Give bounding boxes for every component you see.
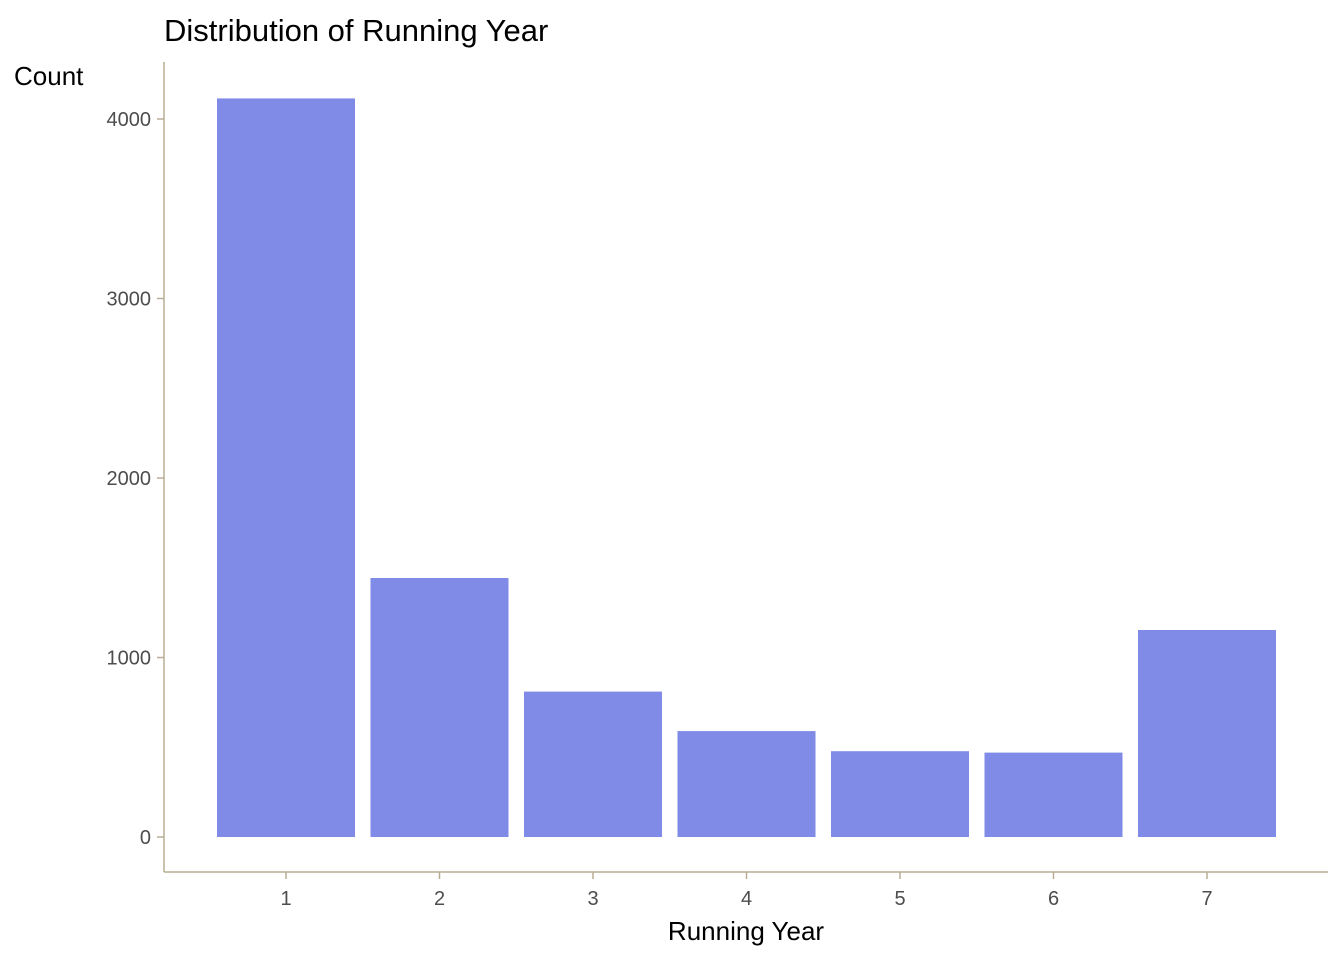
x-tick-label: 3 (587, 888, 598, 910)
bar-3 (524, 691, 662, 837)
y-axis-ticks: 0 1000 2000 3000 4000 (107, 109, 164, 849)
bars-group (217, 98, 1276, 837)
x-tick-label: 5 (894, 888, 905, 910)
y-axis-label: Count (14, 61, 84, 91)
bar-2 (370, 578, 509, 837)
y-tick-label: 2000 (107, 468, 152, 490)
x-tick-label: 6 (1048, 888, 1059, 910)
y-tick-label: 3000 (107, 289, 152, 311)
x-axis-ticks: 1 2 3 4 5 6 7 (280, 872, 1213, 910)
y-tick-label: 4000 (107, 109, 152, 131)
x-tick-label: 7 (1201, 888, 1212, 910)
bar-1 (217, 98, 355, 837)
bar-5 (831, 751, 969, 837)
chart-title: Distribution of Running Year (164, 13, 548, 48)
x-axis-label: Running Year (668, 916, 824, 946)
y-tick-label: 0 (140, 827, 151, 849)
bar-4 (677, 731, 816, 837)
bar-7 (1138, 630, 1276, 837)
x-tick-label: 2 (434, 888, 445, 910)
x-tick-label: 4 (741, 888, 752, 910)
x-tick-label: 1 (280, 888, 291, 910)
bar-6 (984, 752, 1123, 837)
y-tick-label: 1000 (107, 648, 152, 670)
